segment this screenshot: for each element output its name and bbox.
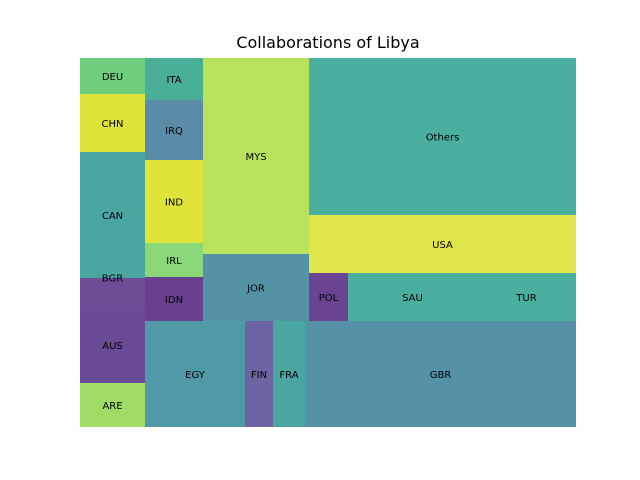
tile-egy [145, 321, 245, 427]
tile-gbr [305, 321, 576, 427]
tile-label-usa: USA [432, 240, 453, 251]
tile-label-irl: IRL [166, 256, 182, 267]
tile-fra [273, 321, 305, 427]
tile-label-others: Others [426, 133, 460, 144]
tile-ind [145, 160, 203, 243]
tile-deu [80, 58, 145, 94]
tile-label-deu: DEU [102, 72, 123, 83]
tile-label-are: ARE [102, 401, 122, 412]
tile-label-ita: ITA [166, 75, 181, 86]
tile-label-bgr: BGR [102, 274, 123, 285]
tile-jor [203, 254, 309, 321]
tile-label-sau: SAU [402, 293, 423, 304]
tile-idn [145, 277, 203, 321]
tile-label-fin: FIN [251, 370, 267, 381]
tile-irq [145, 100, 203, 160]
tile-label-fra: FRA [279, 370, 298, 381]
tile-others [309, 58, 576, 215]
chart-title: Collaborations of Libya [236, 33, 420, 52]
tile-are [80, 383, 145, 427]
tile-irl [145, 243, 203, 277]
tile-label-gbr: GBR [430, 370, 452, 381]
tile-sau [348, 273, 477, 321]
tile-usa [309, 215, 576, 273]
tile-chn [80, 94, 145, 152]
tile-label-idn: IDN [165, 295, 183, 306]
tile-label-can: CAN [102, 211, 123, 222]
tile-label-mys: MYS [245, 152, 266, 163]
tile-can [80, 152, 145, 278]
tile-label-irq: IRQ [165, 126, 183, 137]
tile-pol [309, 273, 348, 321]
tile-label-aus: AUS [102, 341, 123, 352]
tile-mys [203, 58, 309, 254]
tile-ita [145, 58, 203, 100]
tile-fin [245, 321, 273, 427]
tile-label-jor: JOR [246, 284, 265, 295]
tile-label-chn: CHN [102, 119, 124, 130]
tile-label-tur: TUR [515, 293, 536, 304]
tile-label-egy: EGY [185, 370, 206, 381]
tile-aus [80, 307, 145, 383]
tile-label-pol: POL [319, 293, 339, 304]
tile-label-ind: IND [165, 198, 183, 209]
tile-tur [477, 273, 576, 321]
tile-bgr [80, 278, 145, 307]
